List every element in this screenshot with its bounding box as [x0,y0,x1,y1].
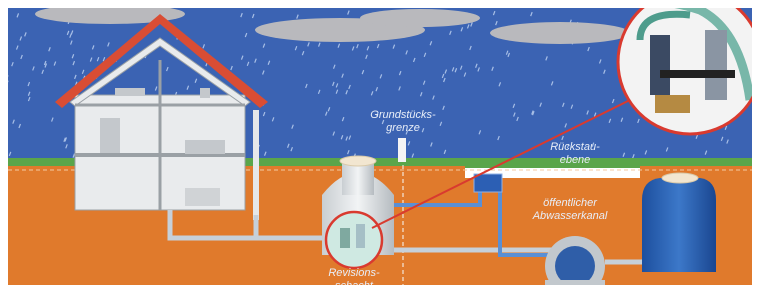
label-line: öffentlicher [543,197,598,209]
storage-tank [642,173,716,272]
label-line: Abwasserkanal [532,210,608,222]
label-line: ebene [560,154,591,166]
pump-zoom [618,0,760,134]
label-line: Grundstücks- [370,109,436,121]
raindrop [7,75,8,79]
property-marker [398,138,406,162]
label-line: Revisions- [328,267,380,279]
label-line: schacht [335,280,374,291]
label-line: grenze [386,122,420,134]
raindrop [7,81,9,85]
label-line: Rückstau- [550,141,600,153]
scene-frame: Grundstücks-grenze Rückstau-ebene öffent… [7,0,760,291]
backflow-loop [474,174,502,192]
drainage-diagram: Grundstücks-grenze Rückstau-ebene öffent… [0,0,760,291]
